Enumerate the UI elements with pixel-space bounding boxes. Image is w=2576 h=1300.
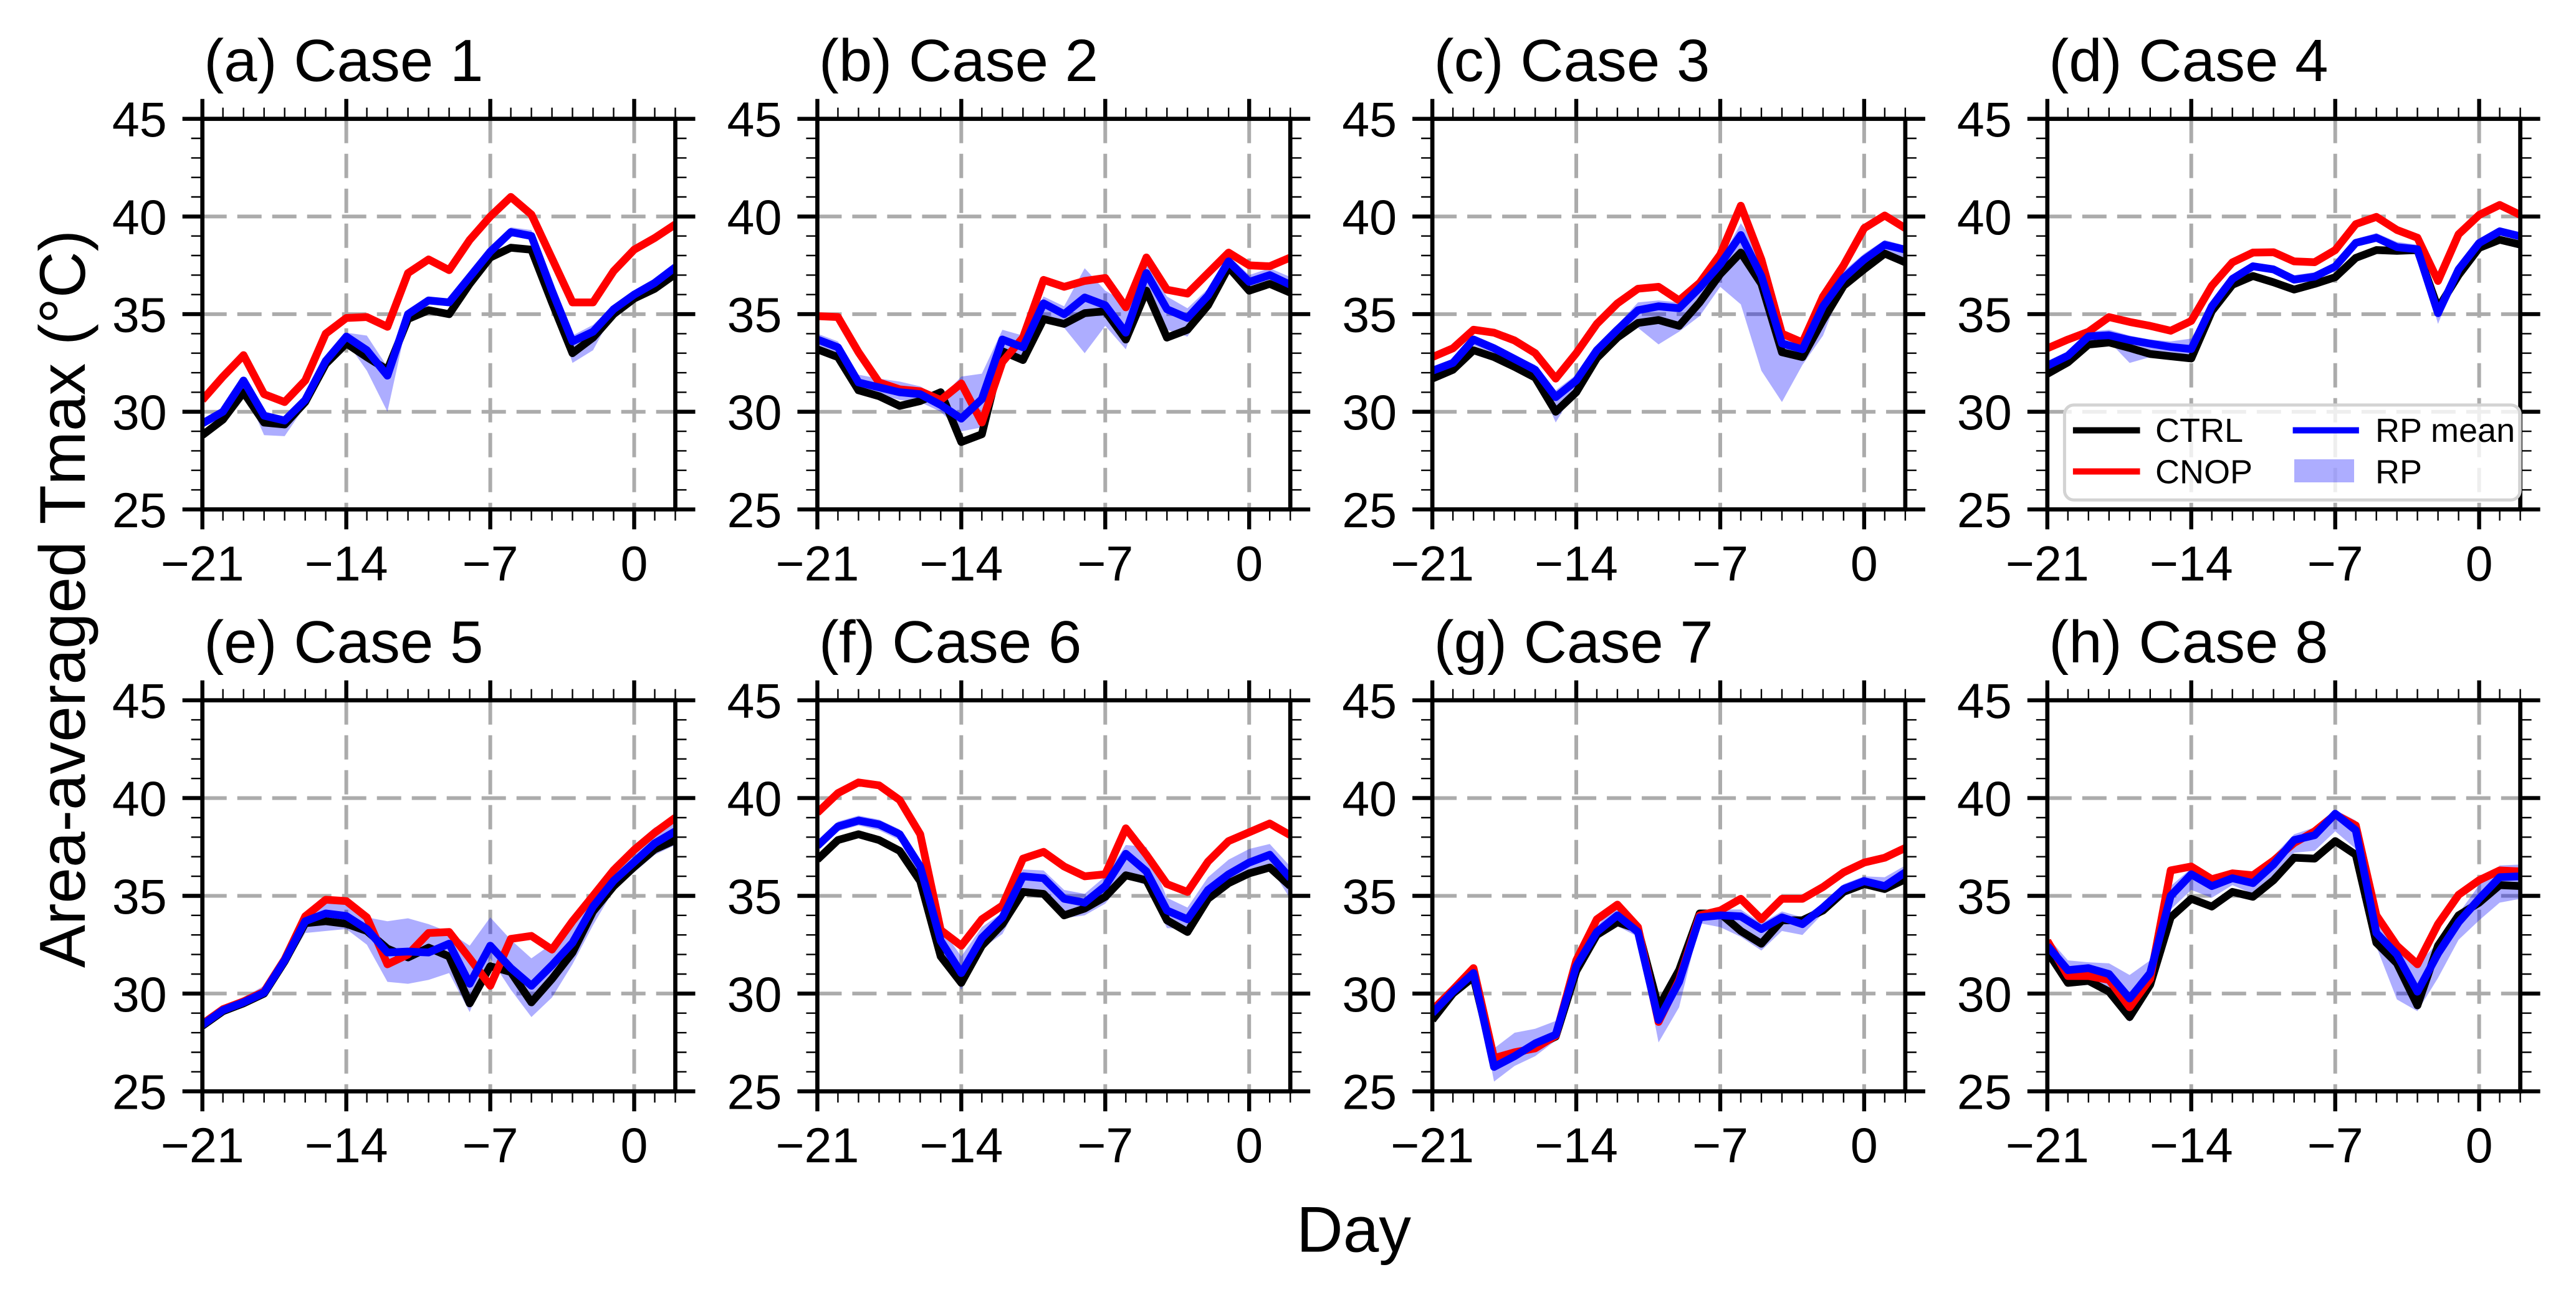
- svg-text:(h) Case 8: (h) Case 8: [2049, 609, 2328, 676]
- svg-text:−14: −14: [919, 535, 1003, 591]
- svg-text:45: 45: [112, 92, 167, 147]
- svg-text:Area-averaged Tmax (°C): Area-averaged Tmax (°C): [26, 230, 98, 968]
- svg-text:25: 25: [112, 482, 167, 538]
- svg-text:25: 25: [1342, 1064, 1397, 1120]
- svg-text:45: 45: [727, 92, 782, 147]
- svg-text:45: 45: [1957, 92, 2012, 147]
- svg-text:35: 35: [727, 287, 782, 343]
- svg-text:−7: −7: [2307, 1117, 2363, 1173]
- svg-text:30: 30: [727, 967, 782, 1022]
- svg-text:25: 25: [112, 1064, 167, 1120]
- svg-text:0: 0: [2466, 1117, 2493, 1173]
- svg-text:(a) Case 1: (a) Case 1: [204, 27, 483, 94]
- svg-text:45: 45: [1957, 673, 2012, 729]
- svg-text:−7: −7: [1077, 1117, 1133, 1173]
- svg-text:−7: −7: [1077, 535, 1133, 591]
- svg-text:RP: RP: [2375, 454, 2422, 491]
- svg-text:−14: −14: [305, 535, 388, 591]
- svg-text:40: 40: [727, 189, 782, 245]
- svg-text:30: 30: [727, 385, 782, 440]
- svg-text:−7: −7: [1692, 535, 1748, 591]
- svg-text:−14: −14: [2150, 535, 2233, 591]
- svg-text:−7: −7: [462, 1117, 519, 1173]
- svg-text:40: 40: [1342, 771, 1397, 826]
- svg-text:30: 30: [1957, 385, 2012, 440]
- svg-text:30: 30: [1957, 967, 2012, 1022]
- svg-text:0: 0: [2466, 535, 2493, 591]
- svg-text:0: 0: [1851, 535, 1878, 591]
- svg-text:(g) Case 7: (g) Case 7: [1434, 609, 1713, 676]
- svg-text:35: 35: [1957, 287, 2012, 343]
- svg-text:−21: −21: [2006, 535, 2089, 591]
- svg-text:(d) Case 4: (d) Case 4: [2049, 27, 2328, 94]
- svg-text:−14: −14: [919, 1117, 1003, 1173]
- svg-text:−7: −7: [2307, 535, 2363, 591]
- svg-text:30: 30: [112, 385, 167, 440]
- svg-text:45: 45: [727, 673, 782, 729]
- svg-text:RP mean: RP mean: [2375, 412, 2515, 449]
- svg-text:−21: −21: [161, 1117, 244, 1173]
- svg-text:−21: −21: [775, 535, 859, 591]
- svg-text:−21: −21: [775, 1117, 859, 1173]
- svg-text:40: 40: [1342, 189, 1397, 245]
- svg-text:45: 45: [1342, 92, 1397, 147]
- svg-text:30: 30: [112, 967, 167, 1022]
- svg-text:35: 35: [1342, 287, 1397, 343]
- svg-text:35: 35: [1342, 869, 1397, 924]
- svg-text:30: 30: [1342, 385, 1397, 440]
- svg-text:25: 25: [1957, 482, 2012, 538]
- svg-text:−7: −7: [1692, 1117, 1748, 1173]
- svg-text:−21: −21: [2006, 1117, 2089, 1173]
- svg-text:0: 0: [1235, 535, 1263, 591]
- svg-text:CNOP: CNOP: [2155, 454, 2253, 491]
- svg-text:35: 35: [112, 287, 167, 343]
- svg-text:45: 45: [1342, 673, 1397, 729]
- svg-text:40: 40: [1957, 189, 2012, 245]
- svg-text:−14: −14: [1535, 1117, 1618, 1173]
- svg-text:45: 45: [112, 673, 167, 729]
- svg-text:(f) Case 6: (f) Case 6: [819, 609, 1081, 676]
- svg-text:40: 40: [112, 771, 167, 826]
- svg-text:25: 25: [1342, 482, 1397, 538]
- svg-text:−14: −14: [305, 1117, 388, 1173]
- svg-text:−14: −14: [1535, 535, 1618, 591]
- svg-text:−21: −21: [1391, 1117, 1474, 1173]
- svg-text:(b) Case 2: (b) Case 2: [819, 27, 1098, 94]
- svg-text:−21: −21: [1391, 535, 1474, 591]
- svg-text:−7: −7: [462, 535, 519, 591]
- svg-text:0: 0: [621, 1117, 648, 1173]
- svg-text:25: 25: [727, 482, 782, 538]
- svg-text:35: 35: [112, 869, 167, 924]
- svg-text:Day: Day: [1296, 1193, 1411, 1266]
- svg-text:−21: −21: [161, 535, 244, 591]
- svg-text:25: 25: [1957, 1064, 2012, 1120]
- svg-text:40: 40: [727, 771, 782, 826]
- svg-text:−14: −14: [2150, 1117, 2233, 1173]
- svg-text:35: 35: [727, 869, 782, 924]
- svg-text:0: 0: [1851, 1117, 1878, 1173]
- svg-text:(e) Case 5: (e) Case 5: [204, 609, 483, 676]
- svg-text:30: 30: [1342, 967, 1397, 1022]
- svg-text:0: 0: [1235, 1117, 1263, 1173]
- svg-text:CTRL: CTRL: [2155, 412, 2243, 449]
- svg-text:40: 40: [1957, 771, 2012, 826]
- svg-text:0: 0: [621, 535, 648, 591]
- svg-text:40: 40: [112, 189, 167, 245]
- svg-text:35: 35: [1957, 869, 2012, 924]
- svg-text:(c) Case 3: (c) Case 3: [1434, 27, 1710, 94]
- svg-text:25: 25: [727, 1064, 782, 1120]
